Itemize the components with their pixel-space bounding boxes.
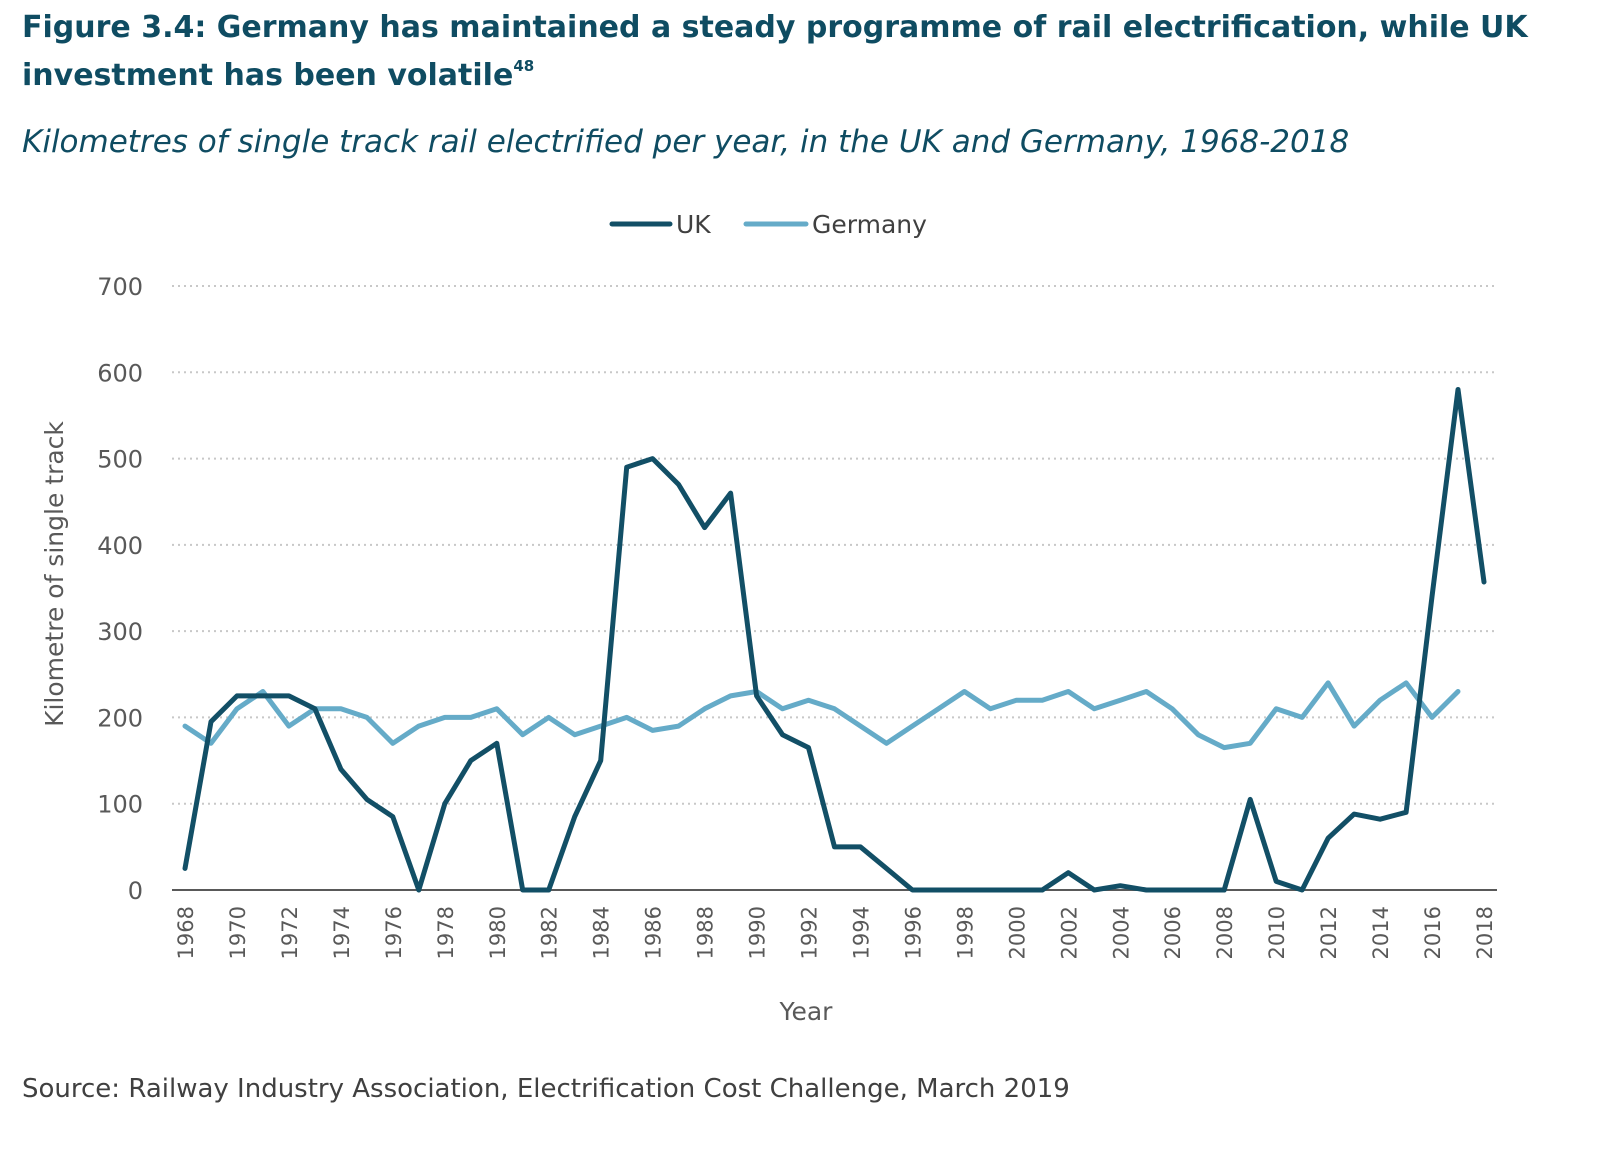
x-tick-label: 1992 xyxy=(798,906,822,959)
x-tick-label: 2008 xyxy=(1213,906,1237,959)
x-tick-label: 1988 xyxy=(694,906,718,959)
x-tick-label: 1972 xyxy=(278,906,302,959)
x-tick-label: 1994 xyxy=(849,906,873,959)
series-line-germany xyxy=(182,680,1461,751)
x-tick-label: 1978 xyxy=(434,906,458,959)
y-tick-label: 200 xyxy=(97,704,143,732)
footnote-reference[interactable]: 48 xyxy=(513,57,535,75)
legend-label-germany: Germany xyxy=(812,210,927,239)
chart-legend: UK Germany xyxy=(609,210,927,239)
x-tick-label: 1990 xyxy=(746,906,770,959)
x-tick-label: 2018 xyxy=(1473,906,1497,959)
y-tick-label: 600 xyxy=(97,359,143,387)
x-tick-label: 2004 xyxy=(1109,906,1133,959)
x-tick-label: 1968 xyxy=(174,906,198,959)
figure-subtitle: Kilometres of single track rail electrif… xyxy=(22,124,1350,160)
x-tick-label: 1976 xyxy=(382,906,406,959)
x-tick-label: 1974 xyxy=(330,906,354,959)
x-tick-label: 2006 xyxy=(1161,906,1185,959)
figure-title: Figure 3.4: Germany has maintained a ste… xyxy=(22,4,1582,100)
source-note: Source: Railway Industry Association, El… xyxy=(22,1074,1070,1104)
y-tick-label: 700 xyxy=(97,273,143,301)
y-tick-label: 500 xyxy=(97,446,143,474)
x-tick-label: 1986 xyxy=(642,906,666,959)
x-tick-label: 1984 xyxy=(590,906,614,959)
x-axis-title: Year xyxy=(779,997,834,1026)
y-axis-ticks: 0 100 200 300 400 500 600 700 xyxy=(97,273,143,905)
y-tick-label: 100 xyxy=(97,791,143,819)
x-tick-label: 2010 xyxy=(1265,906,1289,959)
x-tick-label: 2014 xyxy=(1369,906,1393,959)
chart-gridlines xyxy=(172,285,1497,805)
x-tick-label: 1998 xyxy=(953,906,977,959)
y-tick-label: 400 xyxy=(97,532,143,560)
legend-label-uk: UK xyxy=(676,210,711,239)
y-tick-label: 0 xyxy=(128,877,143,905)
x-tick-label: 2002 xyxy=(1057,906,1081,959)
x-tick-label: 1980 xyxy=(486,906,510,959)
series-line-uk xyxy=(182,387,1487,893)
y-axis-title: Kilometre of single track xyxy=(40,421,69,727)
x-axis-ticks: 1968 1970 1972 1974 1976 1978 1980 1982 1984 1986… xyxy=(174,906,1497,959)
x-tick-label: 2016 xyxy=(1421,906,1445,959)
x-tick-label: 2000 xyxy=(1005,906,1029,959)
x-tick-label: 1996 xyxy=(901,906,925,959)
line-chart: UK Germany 0 100 200 300 400 500 600 700 1968 197… xyxy=(40,210,1497,1026)
y-tick-label: 300 xyxy=(97,618,143,646)
x-tick-label: 1970 xyxy=(226,906,250,959)
x-tick-label: 1982 xyxy=(538,906,562,959)
figure-title-text: Figure 3.4: Germany has maintained a ste… xyxy=(22,10,1528,93)
x-tick-label: 2012 xyxy=(1317,906,1341,959)
chart-series xyxy=(182,387,1487,893)
